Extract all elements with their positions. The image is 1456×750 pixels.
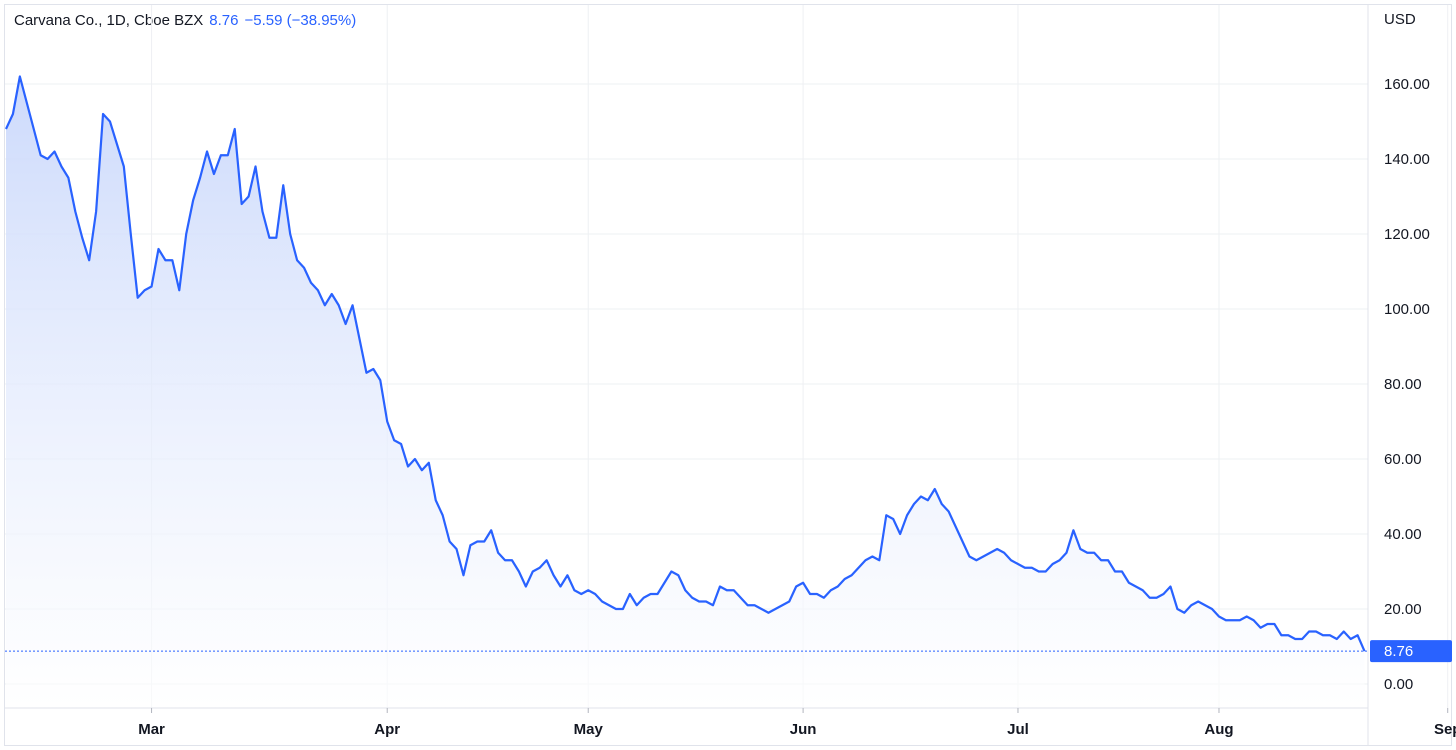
price-line bbox=[5, 75, 1366, 652]
x-tick-label: Sep bbox=[1434, 721, 1456, 738]
x-tick-label: Jun bbox=[790, 721, 817, 738]
price-scale[interactable]: 0.00 20.00 40.00 60.00 80.00 100.00 120.00 140.… bbox=[1384, 76, 1430, 693]
y-tick-label: 140.00 bbox=[1384, 151, 1430, 168]
last-price-badge: 8.76 bbox=[1370, 640, 1452, 663]
y-tick-label: 100.00 bbox=[1384, 301, 1430, 318]
x-tick-label: Jul bbox=[1007, 721, 1029, 738]
x-tick-label: Mar bbox=[138, 721, 165, 738]
y-tick-label: 160.00 bbox=[1384, 76, 1430, 93]
chart-legend: Carvana Co., 1D, Cboe BZX 8.76 −5.59 (−38.… bbox=[14, 12, 356, 29]
price-change: −5.59 (−38.95%) bbox=[244, 12, 357, 29]
y-tick-label: 40.00 bbox=[1384, 526, 1422, 543]
last-price: 8.76 bbox=[209, 12, 239, 29]
symbol-label: Carvana Co., 1D, Cboe BZX bbox=[14, 12, 204, 29]
price-area-fill bbox=[6, 76, 1365, 708]
x-tick-label: May bbox=[574, 721, 604, 738]
last-price-badge-label: 8.76 bbox=[1384, 643, 1413, 660]
y-tick-label: 120.00 bbox=[1384, 226, 1430, 243]
last-price-badge-bg bbox=[1370, 640, 1452, 663]
chart-frame bbox=[4, 4, 1452, 746]
x-tick-label: Apr bbox=[374, 721, 400, 738]
x-tick-label: Aug bbox=[1204, 721, 1233, 738]
currency-label: USD bbox=[1384, 11, 1416, 28]
time-scale[interactable]: MarAprMayJunJulAugSepOctNov bbox=[138, 708, 1456, 738]
y-tick-label: 0.00 bbox=[1384, 676, 1413, 693]
y-tick-label: 20.00 bbox=[1384, 601, 1422, 618]
y-tick-label: 60.00 bbox=[1384, 451, 1422, 468]
y-tick-label: 80.00 bbox=[1384, 376, 1422, 393]
